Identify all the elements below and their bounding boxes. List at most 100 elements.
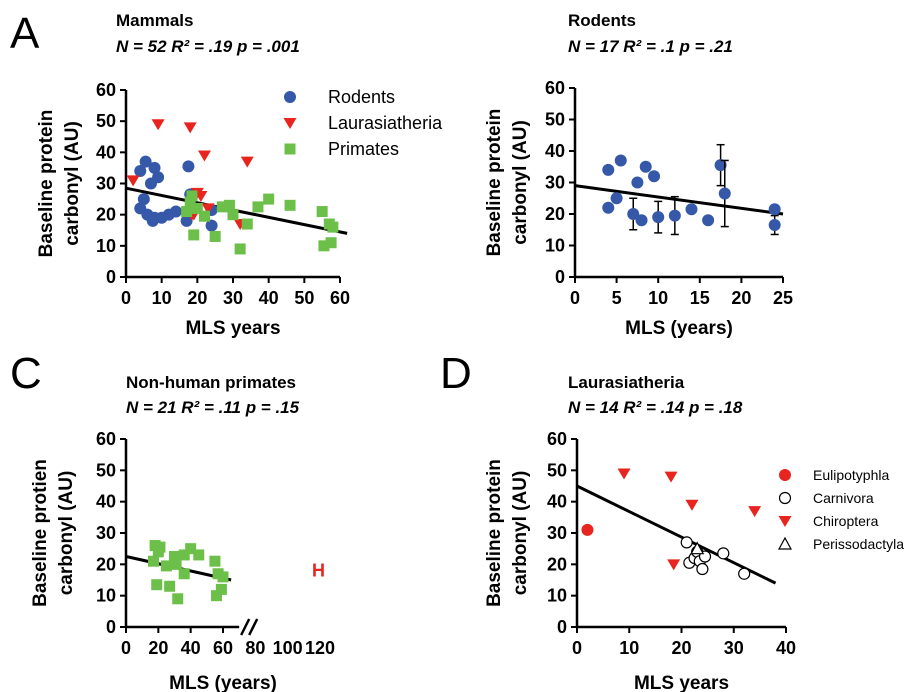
- x-tick-label: 120: [305, 638, 335, 658]
- x-tick-label: 0: [572, 638, 582, 658]
- data-point: [316, 206, 328, 218]
- data-point: [318, 240, 330, 252]
- data-point: [211, 590, 223, 602]
- legend-marker: [283, 118, 297, 129]
- y-axis-label: Baseline protien: [30, 459, 51, 607]
- y-tick-label: 40: [96, 142, 116, 162]
- legend-label: Chiroptera: [813, 513, 879, 529]
- chart-title: Non-human primates: [126, 373, 296, 392]
- x-tick-label: 30: [724, 638, 744, 658]
- data-point: [205, 219, 218, 232]
- data-point: [178, 549, 190, 561]
- x-tick-label: 40: [776, 638, 796, 658]
- axis-break-mark: [240, 618, 251, 636]
- y-tick-label: 60: [545, 78, 565, 98]
- y-tick-label: 20: [96, 554, 116, 574]
- data-point: [263, 193, 275, 205]
- data-point: [139, 155, 152, 168]
- panel-a: Mammals N = 52 R² = .19 p = .001 0 10 20 30 40…: [36, 11, 443, 339]
- y-tick-label: 0: [106, 267, 116, 287]
- data-point: [631, 176, 644, 189]
- x-axis-label: MLS years: [185, 318, 280, 339]
- x-tick-label: 40: [259, 288, 279, 308]
- x-axis-label: MLS (years): [169, 673, 277, 692]
- y-tick-label: 40: [545, 141, 565, 161]
- data-point: [151, 579, 163, 591]
- chart-stats: N = 14 R² = .14 p = .18: [568, 398, 743, 417]
- legend-label: Primates: [328, 139, 399, 159]
- x-tick-label: 5: [612, 288, 622, 308]
- data-point: [234, 243, 246, 255]
- data-point: [667, 559, 681, 571]
- data-point: [223, 199, 235, 211]
- x-tick-label: 80: [245, 638, 265, 658]
- regression-line: [574, 184, 784, 216]
- x-tick-label: 60: [330, 288, 350, 308]
- data-point: [702, 214, 715, 227]
- x-tick-label: 15: [690, 288, 710, 308]
- data-point: [169, 551, 180, 562]
- y-tick-label: 30: [547, 523, 567, 543]
- y-axis-label: Baseline protein: [484, 109, 505, 257]
- x-tick-label: 40: [181, 638, 201, 658]
- data-point: [602, 163, 615, 176]
- regression-line: [576, 484, 777, 585]
- data-point: [252, 201, 264, 213]
- data-point: [183, 122, 197, 134]
- data-point: [194, 190, 208, 202]
- data-point: [738, 567, 751, 580]
- data-point: [664, 471, 678, 483]
- x-tick-label: 60: [213, 638, 233, 658]
- x-tick-label: 10: [648, 288, 668, 308]
- data-point: [668, 209, 681, 222]
- data-point: [215, 583, 227, 595]
- data-point: [685, 499, 699, 511]
- y-tick-label: 60: [96, 80, 116, 100]
- y-tick-label: 60: [547, 429, 567, 449]
- legend-label: Perissodactyla: [813, 536, 904, 552]
- data-point: [201, 203, 215, 215]
- x-axis-label: MLS (years): [625, 318, 733, 339]
- x-tick-label: 20: [148, 638, 168, 658]
- data-point: [216, 201, 228, 213]
- legend-marker: [284, 143, 296, 155]
- data-point: [227, 209, 239, 221]
- y-axis-label: Baseline protein: [36, 110, 57, 258]
- data-point: [648, 170, 661, 183]
- annotation-label: H: [312, 561, 325, 581]
- data-point: [696, 562, 709, 576]
- data-point: [217, 571, 229, 583]
- data-point: [182, 160, 195, 173]
- data-point: [602, 201, 615, 214]
- y-tick-label: 10: [547, 586, 567, 606]
- chart-stats: N = 21 R² = .11 p = .15: [126, 398, 300, 417]
- legend-label: Laurasiatheria: [328, 113, 443, 133]
- data-point: [185, 543, 197, 555]
- y-tick-label: 50: [96, 460, 116, 480]
- x-tick-label: 20: [731, 288, 751, 308]
- chart-stats: N = 17 R² = .1 p = .21: [568, 37, 733, 56]
- data-point: [685, 203, 698, 216]
- data-point: [152, 171, 165, 184]
- y-tick-label: 30: [96, 174, 116, 194]
- y-axis-label: carbonyl (AU): [510, 471, 531, 596]
- data-point: [137, 193, 150, 206]
- legend-marker: [778, 491, 792, 505]
- data-point: [184, 196, 196, 208]
- y-tick-label: 0: [106, 617, 116, 637]
- y-tick-label: 50: [545, 110, 565, 130]
- x-tick-label: 20: [671, 638, 691, 658]
- data-point: [170, 558, 182, 570]
- panel-letter-c: C: [10, 349, 42, 398]
- x-tick-label: 50: [294, 288, 314, 308]
- data-point: [180, 214, 193, 227]
- data-point: [154, 541, 166, 553]
- data-point: [327, 221, 339, 233]
- data-point: [147, 555, 159, 567]
- data-point: [635, 214, 648, 227]
- chart-title: Mammals: [116, 11, 193, 30]
- data-point: [164, 580, 176, 592]
- data-point: [768, 203, 781, 216]
- data-point: [134, 165, 147, 178]
